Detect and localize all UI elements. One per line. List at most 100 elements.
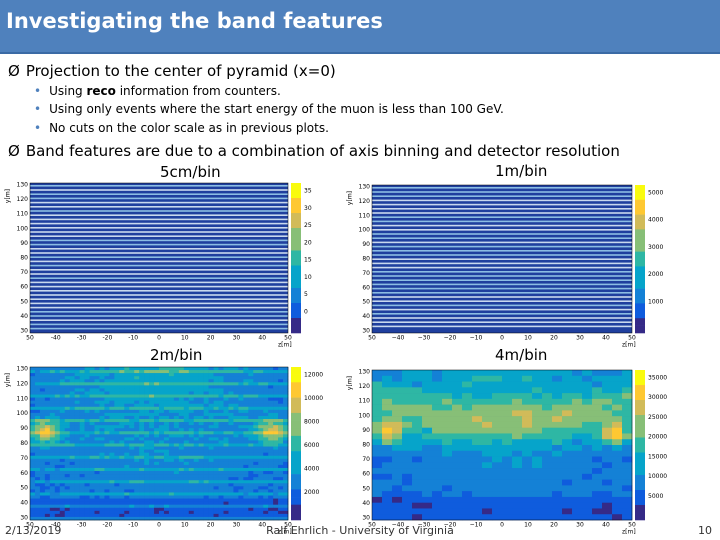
heatmap-cell [228,492,234,496]
heatmap-cell [124,486,130,490]
heatmap-cell [602,468,613,475]
heatmap-cell [104,373,110,377]
heatmap-cell [432,456,443,463]
heatmap-cell [104,461,110,466]
heatmap-cell [263,415,269,420]
heatmap-cell [233,452,239,457]
heatmap-cell [154,467,160,472]
heatmap-cell [30,437,36,441]
heatmap-cell [163,489,170,493]
heatmap-cell [622,381,633,388]
heatmap-cell [213,495,219,499]
heatmap-cell [223,431,229,435]
heatmap-cell [134,480,140,484]
heatmap-cell [154,455,160,460]
colorbar-cell [635,415,645,423]
heatmap-cell [253,501,259,505]
heatmap-cell [109,489,115,493]
heatmap-row [30,206,288,208]
heatmap-cell [592,370,603,377]
heatmap-cell [268,495,274,499]
heatmap-cell [168,492,175,496]
heatmap-cell [64,495,70,499]
heatmap-cell [218,507,224,512]
heatmap-cell [223,443,229,447]
heatmap-cell [372,462,383,469]
heatmap-cell [258,397,264,401]
heatmap-cell [49,471,56,475]
heatmap-cell [124,513,130,518]
heatmap-cell [49,480,56,484]
heatmap-cell [149,516,155,521]
sub-text: Using only events where the start energy… [49,102,504,116]
heatmap-cell [522,445,533,452]
heatmap-cell [69,480,75,484]
heatmap-cell [188,443,195,447]
heatmap-cell [79,477,85,481]
heatmap-cell [168,434,175,438]
heatmap-cell [392,439,403,446]
heatmap-cell [94,406,100,411]
colorbar-cell [635,259,645,267]
heatmap-cell [159,385,165,389]
heatmap-cell [178,434,185,438]
heatmap-cell [213,379,219,383]
heatmap-cell [163,513,170,518]
heatmap-cell [278,394,284,398]
plot-frame [371,369,633,521]
heatmap-cell [163,480,170,484]
heatmap-cell [99,467,105,472]
heatmap-cell [203,471,209,475]
heatmap-cell [228,455,234,460]
heatmap-cell [154,379,160,383]
heatmap-cell [89,486,95,490]
heatmap-cell [602,427,613,434]
heatmap-cell [552,381,563,388]
heatmap-cell [99,501,105,505]
heatmap-cell [622,456,633,463]
heatmap-cell [134,379,140,383]
heatmap-cell [104,516,110,521]
heatmap-cell [114,437,120,441]
heatmap-cell [278,385,284,389]
heatmap-cell [278,513,284,518]
heatmap-cell [472,468,483,475]
heatmap-cell [94,379,100,383]
heatmap-cell [183,409,190,414]
heatmap-cell [149,483,155,487]
heatmap-cell [188,400,195,405]
heatmap-cell [159,379,165,383]
heatmap-cell [218,504,224,509]
heatmap-cell [258,434,264,438]
heatmap-cell [139,513,145,518]
heatmap-row [372,195,632,197]
heatmap-cell [512,427,523,434]
heatmap-cell [422,502,433,509]
colorbar-cell [291,405,301,414]
x-tick-label: -30 [77,522,87,529]
heatmap-cell [278,443,284,447]
heatmap-cell [119,370,125,374]
heatmap-cell [392,485,403,492]
heatmap-cell [412,514,423,521]
heatmap-cell [562,445,573,452]
heatmap-cell [223,492,229,496]
heatmap-cell [99,480,105,484]
heatmap-cell [208,400,214,405]
heatmap-cell [139,516,145,521]
heatmap-cell [149,461,155,466]
heatmap-cell [163,376,170,380]
heatmap-cell [263,400,269,405]
heatmap-cell [233,403,239,408]
heatmap-cell [39,464,46,469]
heatmap-cell [582,456,593,463]
heatmap-cell [149,379,155,383]
heatmap-cell [183,480,190,484]
heatmap-cell [183,510,190,515]
heatmap-cell [278,403,284,408]
heatmap-cell [273,474,279,478]
colorbar-cell [291,273,301,281]
heatmap-cell [402,370,413,377]
heatmap-cell [134,400,140,405]
heatmap-cell [144,510,150,515]
